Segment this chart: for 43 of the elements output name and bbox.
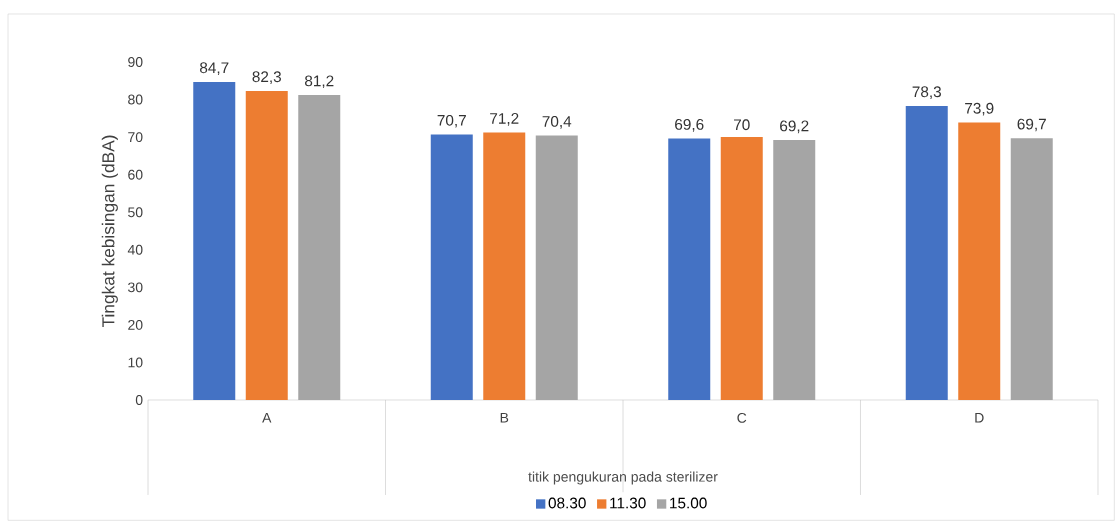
data-label: 78,3: [912, 86, 941, 100]
y-tick-label: 50: [128, 207, 143, 218]
bar: [668, 138, 711, 400]
x-axis-title: titik pengukuran pada sterilizer: [528, 471, 718, 485]
x-tick-label: C: [737, 412, 747, 423]
bar: [535, 135, 578, 400]
y-tick-label: 40: [127, 244, 143, 255]
bar: [958, 122, 1001, 400]
data-label: 71,2: [490, 113, 519, 126]
data-label: 70,4: [542, 116, 572, 129]
y-tick-label: 30: [128, 282, 143, 293]
legend-label: 11.30: [610, 497, 646, 509]
bar: [245, 90, 288, 400]
data-label: 69,6: [675, 119, 704, 132]
data-label: 81,2: [305, 75, 334, 89]
x-tick-label: D: [975, 412, 984, 423]
data-label: 70: [734, 119, 750, 131]
bar: [483, 132, 526, 400]
y-tick-label: 10: [128, 357, 143, 368]
data-label: 73,9: [965, 102, 994, 116]
y-tick-label: 0: [135, 395, 143, 405]
data-label: 70,7: [437, 114, 466, 128]
x-tick-label: A: [262, 412, 272, 423]
bar: [430, 134, 473, 400]
y-tick-label: 90: [128, 57, 143, 67]
data-label: 69,2: [780, 120, 809, 134]
y-tick-label: 60: [128, 169, 143, 180]
x-tick-label: B: [500, 412, 509, 423]
bar: [773, 140, 816, 400]
legend-label: 15.00: [670, 497, 707, 509]
bar: [1010, 138, 1053, 400]
legend-label: 08.30: [548, 497, 586, 509]
data-label: 84,7: [200, 62, 229, 75]
y-tick-label: 70: [128, 132, 143, 143]
bar: [193, 81, 236, 400]
y-tick-label: 20: [128, 319, 143, 330]
data-label: 69,7: [1017, 118, 1046, 132]
y-axis-title: Tingkat kebisingan (dBA): [101, 135, 118, 328]
bar: [905, 105, 948, 400]
y-tick-label: 80: [128, 94, 143, 105]
data-label: 82,3: [252, 71, 281, 84]
bar: [720, 137, 763, 400]
bar: [298, 95, 341, 400]
